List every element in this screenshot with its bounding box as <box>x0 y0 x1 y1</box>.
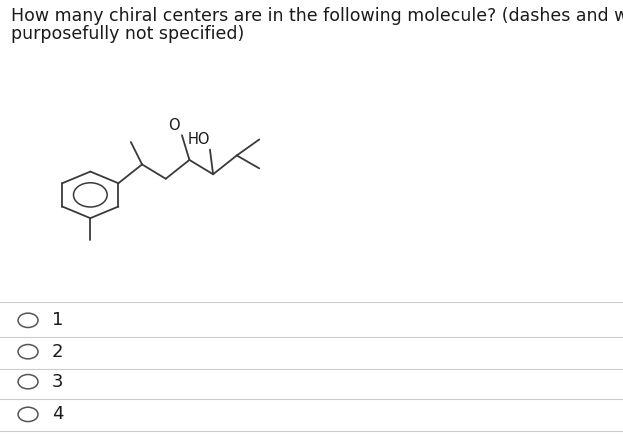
Text: How many chiral centers are in the following molecule? (dashes and wedges: How many chiral centers are in the follo… <box>11 7 623 25</box>
Text: HO: HO <box>188 133 210 147</box>
Text: 3: 3 <box>52 373 63 391</box>
Text: 2: 2 <box>52 343 63 361</box>
Text: 4: 4 <box>52 405 63 423</box>
Text: purposefully not specified): purposefully not specified) <box>11 25 244 43</box>
Text: O: O <box>168 118 179 133</box>
Text: 1: 1 <box>52 311 63 329</box>
